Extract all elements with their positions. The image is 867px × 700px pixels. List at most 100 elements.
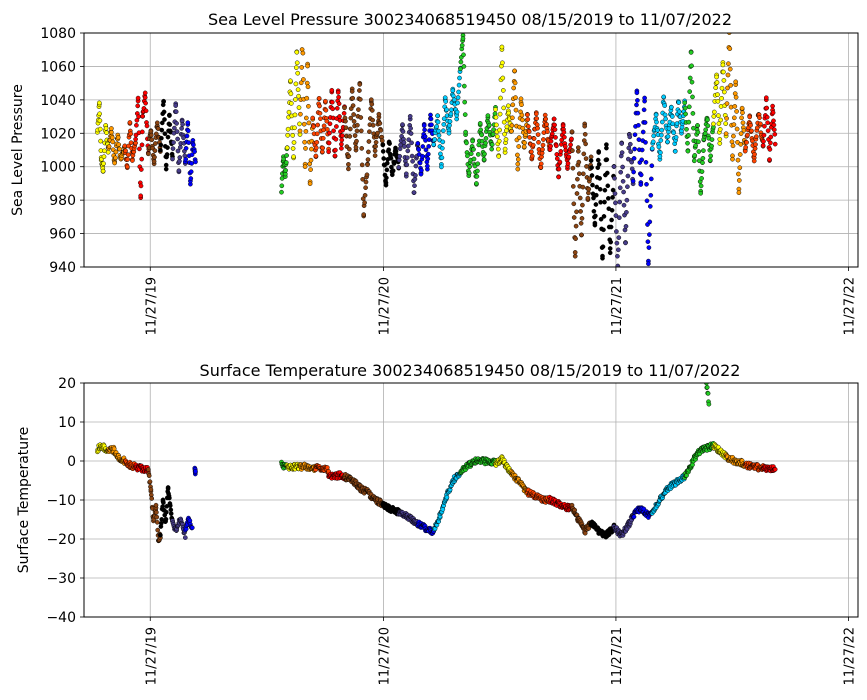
- data-point: [475, 152, 481, 157]
- data-point: [552, 122, 557, 128]
- data-point: [455, 100, 460, 106]
- data-point: [373, 139, 379, 145]
- data-point: [725, 85, 730, 91]
- data-point: [767, 157, 772, 162]
- data-point: [363, 185, 368, 191]
- data-point: [650, 139, 656, 145]
- data-point: [387, 141, 392, 146]
- data-point: [339, 137, 345, 143]
- data-point: [628, 149, 634, 155]
- data-point: [153, 131, 159, 137]
- data-point: [672, 148, 678, 154]
- data-point: [647, 204, 653, 209]
- data-point: [124, 164, 130, 170]
- data-point: [174, 121, 179, 126]
- data-point: [125, 157, 131, 162]
- data-point: [313, 145, 319, 151]
- data-point: [299, 65, 305, 70]
- y-tick-label: −20: [46, 532, 76, 548]
- data-point: [432, 137, 438, 142]
- data-point: [458, 66, 463, 72]
- data-point: [772, 141, 778, 147]
- data-point: [159, 127, 165, 133]
- data-point: [292, 112, 298, 118]
- data-point: [351, 119, 357, 124]
- data-point: [717, 136, 723, 142]
- data-point: [167, 503, 173, 508]
- data-point: [770, 103, 775, 109]
- data-point: [686, 104, 692, 110]
- data-point: [128, 140, 134, 146]
- data-point: [579, 216, 585, 221]
- data-point: [589, 165, 594, 170]
- data-point: [460, 36, 466, 41]
- data-point: [335, 90, 341, 95]
- data-point: [164, 152, 170, 157]
- data-point: [728, 82, 734, 88]
- data-point: [298, 80, 304, 86]
- data-point: [645, 239, 651, 245]
- data-point: [359, 146, 365, 151]
- data-point: [751, 158, 757, 164]
- data-point: [127, 120, 133, 125]
- segment-18: [431, 471, 463, 532]
- data-point: [518, 96, 524, 102]
- segment-8: [192, 465, 198, 477]
- data-point: [443, 99, 449, 104]
- data-point: [285, 126, 291, 132]
- data-point: [397, 146, 403, 152]
- x-tick-label: 11/27/21: [610, 277, 625, 335]
- data-point: [711, 114, 717, 119]
- data-point: [643, 140, 648, 145]
- data-point: [158, 147, 163, 153]
- data-point: [592, 220, 598, 226]
- data-point: [638, 182, 644, 187]
- data-point: [582, 123, 588, 129]
- data-point: [731, 122, 737, 127]
- data-point: [391, 161, 397, 166]
- data-point: [369, 101, 375, 107]
- data-point: [580, 184, 586, 190]
- x-tick-label: 11/27/20: [377, 627, 392, 685]
- data-point: [339, 146, 344, 151]
- data-point: [621, 202, 627, 208]
- data-point: [772, 467, 778, 472]
- data-point: [189, 152, 195, 158]
- data-point: [574, 209, 579, 215]
- data-point: [624, 209, 629, 215]
- data-point: [698, 190, 704, 196]
- data-point: [143, 100, 148, 106]
- data-point: [284, 145, 290, 151]
- data-point: [625, 184, 630, 190]
- chart-title: Surface Temperature 300234068519450 08/1…: [200, 361, 741, 380]
- data-point: [143, 108, 149, 114]
- data-point: [704, 383, 709, 386]
- data-point: [146, 473, 152, 479]
- data-point: [586, 190, 591, 196]
- data-point: [696, 149, 702, 154]
- data-point: [617, 199, 623, 205]
- segment-27: [611, 131, 636, 267]
- data-points: [95, 383, 778, 544]
- data-point: [729, 139, 735, 145]
- data-point: [329, 99, 335, 105]
- data-point: [126, 143, 131, 149]
- data-point: [558, 149, 564, 154]
- data-point: [360, 176, 366, 182]
- data-point: [720, 62, 726, 68]
- data-point: [138, 167, 144, 172]
- segment-32: [701, 115, 716, 164]
- data-point: [716, 113, 721, 118]
- data-point: [300, 50, 306, 56]
- data-point: [614, 229, 619, 234]
- data-point: [631, 514, 637, 520]
- data-point: [706, 401, 712, 407]
- data-point: [689, 63, 694, 69]
- segment-7: [182, 515, 195, 533]
- segment-19: [458, 33, 487, 187]
- chart-title: Sea Level Pressure 300234068519450 08/15…: [208, 10, 732, 29]
- grid: [84, 382, 858, 618]
- data-point: [183, 156, 189, 162]
- data-point: [133, 136, 138, 142]
- data-point: [305, 63, 310, 69]
